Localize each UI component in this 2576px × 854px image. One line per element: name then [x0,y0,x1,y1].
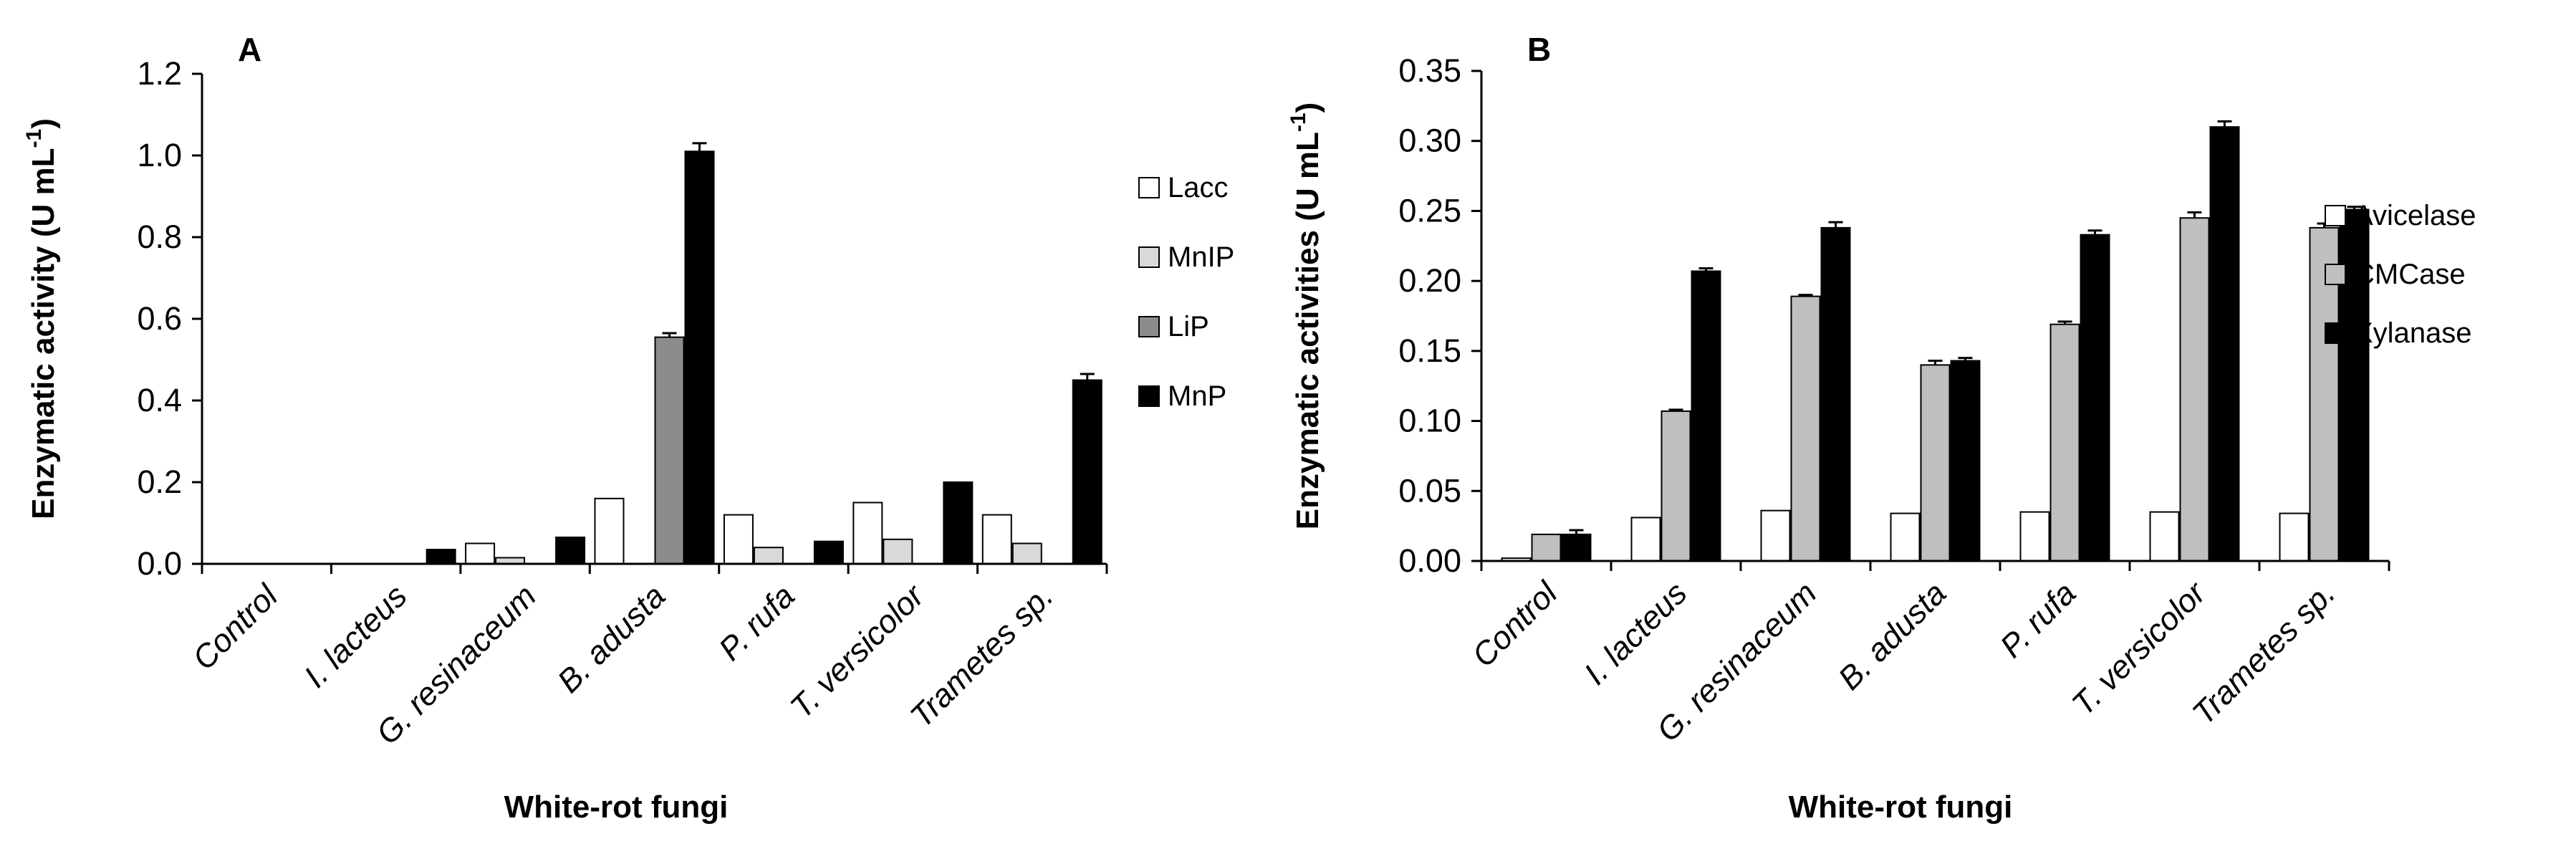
bar [1531,533,1562,562]
bar [426,549,456,565]
y-tick-label: 0.0 [137,545,182,582]
y-axis-title: Enzymatic activity (U mL-1) [22,118,61,519]
y-tick-label: 0.2 [137,464,182,500]
chart-panel-b: B 0.00 0.05 0.10 0.15 0.20 0.25 0.30 0.35 Control… [1287,31,2476,825]
legend-label: Xylanase [2354,317,2472,349]
x-axis-title: White-rot fungi [1789,790,2013,825]
x-tick-label: I. lacteus [1577,575,1693,691]
bar [1950,360,1981,562]
x-tick-label: B. adusta [1831,575,1953,697]
bar [1661,410,1691,562]
x-tick-label: B. adusta [550,577,673,700]
x-axis-title: White-rot fungi [504,790,729,825]
bar [1820,226,1851,562]
bar [2179,217,2210,562]
bar [1920,364,1951,562]
bar [943,481,974,565]
bar [1790,295,1821,562]
bar [813,540,844,565]
bar [2019,511,2050,562]
x-tick-label: P. rufa [711,577,802,668]
bar [654,336,685,565]
legend-swatch [2325,264,2346,285]
y-tick-label: 0.15 [1398,332,1461,369]
y-tick-label: 1.2 [137,55,182,92]
bar [883,538,913,565]
y-tick-label: 0.20 [1398,262,1461,299]
y-tick-label: 0.25 [1398,192,1461,229]
bar [594,497,625,565]
legend-label: LiP [1168,311,1209,342]
bar [1630,517,1661,562]
legend: Lacc MnIP LiP MnP [1138,172,1234,412]
legend-swatch [1138,246,1160,268]
panel-label: B [1527,31,1551,68]
y-tick-label: 0.8 [137,219,182,255]
legend-swatch [1138,316,1160,337]
legend-label: MnP [1168,380,1226,412]
bar [465,542,496,565]
legend-label: MnIP [1168,241,1234,273]
y-tick-label: 0.10 [1398,403,1461,439]
bar [981,514,1012,565]
bar [1890,512,1921,562]
legend-label: Lacc [1168,172,1229,203]
y-axis-title: Enzymatic activities (U mL-1) [1287,102,1325,529]
bar [1760,509,1791,562]
legend-swatch [2325,322,2346,344]
x-tick-label: Control [1465,574,1565,674]
bar [684,150,715,565]
y-tick-label: 1.0 [137,137,182,173]
bar [2209,126,2240,562]
bar [2149,511,2180,562]
bar [753,547,784,565]
legend-label: CMCase [2354,259,2466,290]
bar [2279,512,2310,562]
legend: Avicelase CMCase Xylanase [2325,200,2476,349]
legend-swatch [2325,205,2346,226]
legend-swatch [1138,385,1160,407]
y-tick-label: 0.35 [1398,52,1461,89]
bar [2049,323,2080,562]
bar [1072,379,1102,565]
panel-label: A [238,31,261,68]
legend-label: Avicelase [2354,200,2476,231]
bar [1011,542,1042,565]
y-tick-label: 0.00 [1398,542,1461,579]
bar [1691,270,1721,562]
bar [555,536,586,565]
bar [852,502,883,565]
x-tick-label: I. lacteus [297,577,413,694]
y-tick-label: 0.4 [137,382,182,418]
y-tick-label: 0.6 [137,300,182,337]
y-tick-label: 0.30 [1398,123,1461,159]
y-tick-label: 0.05 [1398,472,1461,509]
x-tick-label: Control [186,577,286,677]
bar [723,514,754,565]
x-tick-label: P. rufa [1993,575,2083,665]
bar [2080,234,2110,562]
bar [1561,533,1592,562]
legend-swatch [1138,177,1160,198]
